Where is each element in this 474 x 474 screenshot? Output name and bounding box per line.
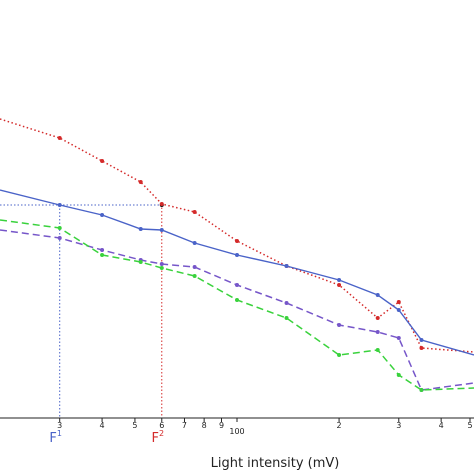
x-tick-label: 100: [229, 427, 244, 436]
data-point: [138, 260, 143, 264]
data-point: [159, 202, 164, 206]
data-point: [138, 227, 143, 231]
data-point: [419, 388, 424, 392]
data-point: [138, 180, 143, 184]
data-point: [235, 283, 239, 287]
data-point: [100, 248, 105, 252]
series-line: [0, 118, 474, 353]
series-1: [0, 189, 474, 356]
data-point: [159, 262, 164, 266]
data-point: [159, 228, 164, 232]
threshold-letter: F: [151, 431, 158, 446]
data-point: [57, 226, 62, 230]
data-point: [396, 336, 401, 340]
data-point: [159, 266, 164, 270]
data-point: [235, 253, 239, 257]
threshold-letter: F: [49, 431, 56, 446]
data-point: [337, 323, 342, 327]
data-point: [375, 293, 380, 297]
data-point: [57, 136, 62, 140]
x-tick-label: 5: [467, 421, 472, 430]
data-point: [396, 308, 401, 312]
data-point: [419, 346, 424, 350]
x-axis: [0, 417, 474, 422]
threshold-superscript: 2: [159, 429, 164, 438]
data-point: [396, 300, 401, 304]
threshold-label-1: F1: [49, 429, 62, 446]
data-point: [57, 203, 62, 207]
threshold-superscript: 1: [57, 429, 62, 438]
data-point: [337, 353, 342, 357]
data-point: [192, 241, 197, 245]
series-line: [0, 189, 474, 356]
x-tick-label: 8: [202, 421, 207, 430]
x-tick-label: 2: [337, 421, 342, 430]
data-point: [337, 283, 342, 287]
data-point: [57, 236, 62, 240]
data-point: [375, 316, 380, 320]
data-point: [284, 316, 289, 320]
data-point: [396, 373, 401, 377]
data-point: [375, 348, 380, 352]
threshold-label-2: F2: [151, 429, 164, 446]
x-tick-label: 4: [100, 421, 105, 430]
data-point: [419, 338, 424, 342]
data-point: [284, 301, 289, 305]
series-0: [0, 118, 474, 353]
data-point: [100, 213, 105, 217]
x-axis-label: Light intensity (mV): [211, 456, 340, 471]
x-tick-label: 3: [57, 421, 62, 430]
x-tick-label: 5: [132, 421, 137, 430]
data-point: [192, 265, 197, 269]
data-point: [100, 253, 105, 257]
data-point: [235, 298, 239, 302]
data-point: [375, 330, 380, 334]
x-tick-label: 4: [439, 421, 444, 430]
data-point: [284, 264, 289, 268]
series-3: [0, 219, 474, 392]
x-tick-label: 3: [396, 421, 401, 430]
x-tick-labels: 3 4 5 6 7 8 9 100 2 3 4 5: [57, 421, 472, 436]
data-point: [100, 159, 105, 163]
data-point: [192, 274, 197, 278]
x-tick-label: 7: [182, 421, 187, 430]
data-point: [192, 210, 197, 214]
x-tick-label: 9: [219, 421, 224, 430]
series-layer: [0, 118, 474, 392]
data-point: [337, 278, 342, 282]
x-tick-label: 6: [159, 421, 164, 430]
threshold-markers: F1 F2: [49, 429, 164, 446]
series-line: [0, 219, 474, 391]
data-point: [235, 239, 239, 243]
guide-lines: [0, 203, 164, 418]
